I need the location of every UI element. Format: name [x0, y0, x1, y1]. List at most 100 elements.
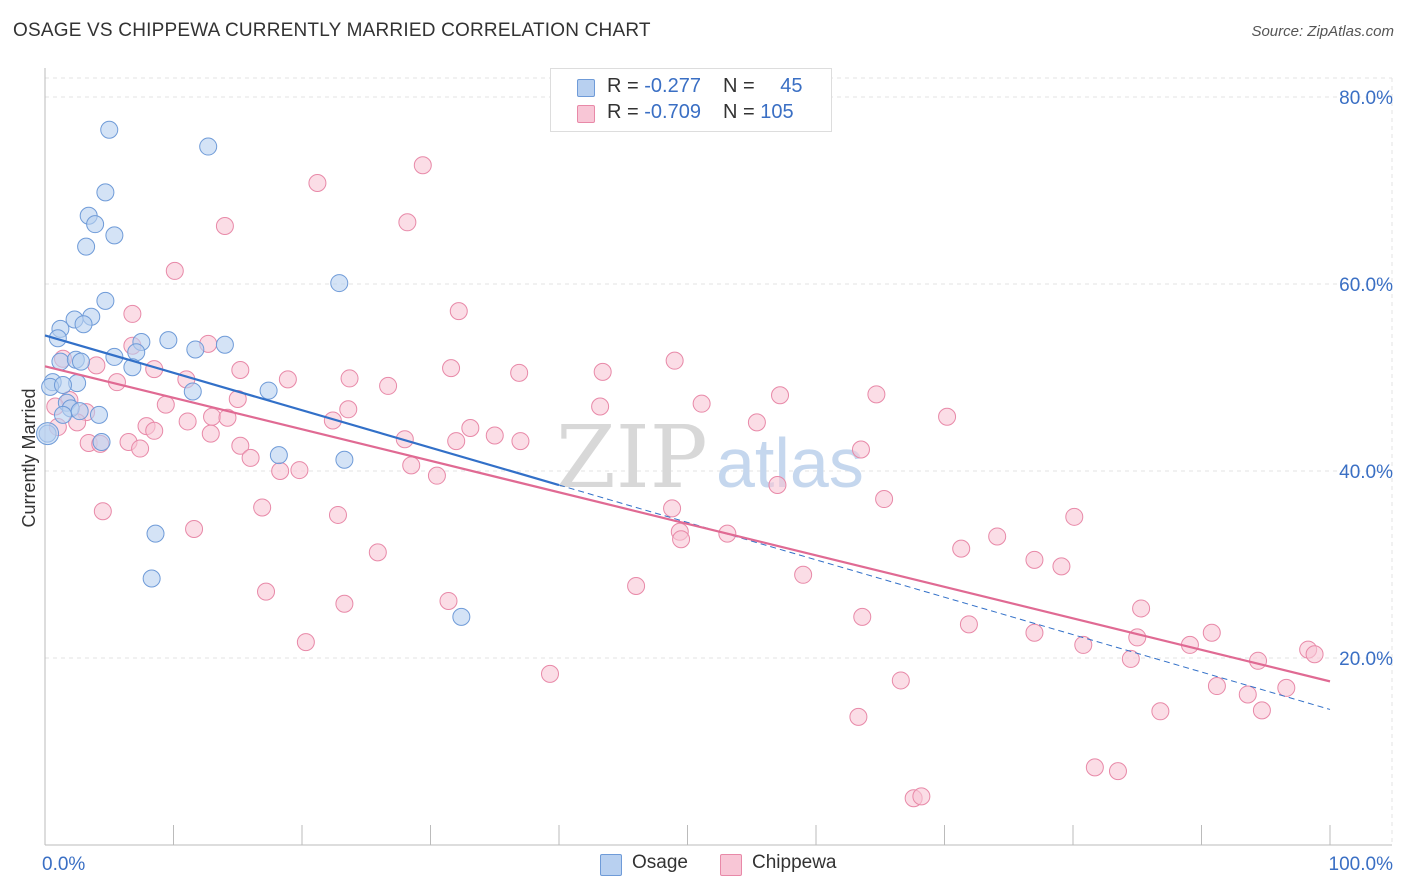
bottom-legend-swatch-osage: [600, 854, 622, 876]
y-axis-label: Currently Married: [19, 388, 39, 527]
bottom-legend-label-osage: Osage: [632, 852, 688, 873]
point-chippewa: [368, 543, 387, 562]
point-osage: [142, 569, 161, 588]
point-chippewa: [218, 408, 237, 427]
point-chippewa: [156, 395, 175, 414]
point-chippewa: [323, 411, 342, 430]
legend-r-value-osage: -0.277: [644, 75, 701, 97]
watermark-atlas: atlas: [716, 424, 864, 502]
point-chippewa: [849, 707, 868, 726]
point-chippewa: [203, 407, 222, 426]
point-chippewa: [296, 633, 315, 652]
point-chippewa: [853, 607, 872, 626]
point-chippewa: [1277, 678, 1296, 697]
point-chippewa: [1025, 550, 1044, 569]
point-osage: [186, 340, 205, 359]
point-chippewa: [665, 351, 684, 370]
point-osage: [146, 524, 165, 543]
bottom-legend-label-chippewa: Chippewa: [752, 852, 837, 873]
tick-labels: 20.0% 40.0% 60.0% 80.0% 0.0% 100.0%: [42, 88, 1393, 875]
point-chippewa: [591, 397, 610, 416]
point-chippewa: [1085, 758, 1104, 777]
point-chippewa: [131, 439, 150, 458]
point-osage: [215, 335, 234, 354]
legend-n-value-chippewa: 105: [760, 101, 794, 123]
point-chippewa: [439, 591, 458, 610]
point-chippewa: [1238, 685, 1257, 704]
x-tick-label: 100.0%: [1329, 854, 1394, 875]
point-chippewa: [215, 217, 234, 236]
point-chippewa: [952, 539, 971, 558]
point-osage: [452, 607, 471, 626]
point-chippewa: [402, 456, 421, 475]
x-tick-label: 0.0%: [42, 854, 85, 875]
legend-n-label: N =: [722, 75, 761, 97]
point-chippewa: [541, 664, 560, 683]
point-chippewa: [1202, 623, 1221, 642]
point-chippewa: [794, 565, 813, 584]
point-chippewa: [1207, 677, 1226, 696]
point-chippewa: [87, 356, 106, 375]
legend-r-label: R =: [607, 101, 645, 123]
point-chippewa: [891, 671, 910, 690]
point-chippewa: [1151, 702, 1170, 721]
watermark: ZIP atlas: [556, 408, 864, 508]
point-osage: [71, 352, 90, 371]
point-chippewa: [340, 369, 359, 388]
point-chippewa: [485, 426, 504, 445]
point-chippewa: [1121, 649, 1140, 668]
point-chippewa: [912, 787, 931, 806]
trend-extension-osage: [558, 484, 1331, 710]
point-chippewa: [241, 448, 260, 467]
point-osage: [269, 446, 288, 465]
legend-r-label: R =: [607, 75, 645, 97]
point-chippewa: [271, 462, 290, 480]
point-osage: [127, 343, 146, 362]
point-osage: [53, 375, 72, 394]
axes: [44, 68, 1392, 846]
point-chippewa: [771, 386, 790, 405]
point-chippewa: [328, 505, 347, 524]
point-chippewa: [663, 499, 682, 518]
y-tick-label: 80.0%: [1339, 88, 1393, 109]
point-osage: [70, 402, 89, 421]
point-chippewa: [511, 432, 530, 451]
legend-swatch-chippewa: [577, 105, 595, 123]
point-chippewa: [1108, 762, 1127, 781]
trend-line-chippewa: [44, 365, 1331, 683]
point-chippewa: [510, 363, 529, 382]
point-chippewa: [379, 376, 398, 395]
point-chippewa: [290, 461, 309, 480]
point-chippewa: [988, 527, 1007, 546]
point-osage: [36, 422, 60, 446]
point-chippewa: [672, 530, 691, 549]
point-chippewa: [178, 412, 197, 431]
point-chippewa: [938, 407, 957, 426]
point-osage: [86, 215, 105, 234]
point-chippewa: [627, 577, 646, 596]
point-chippewa: [1052, 557, 1071, 576]
point-chippewa: [145, 421, 164, 440]
point-chippewa: [185, 519, 204, 538]
point-chippewa: [1074, 635, 1093, 654]
point-chippewa: [427, 466, 446, 485]
point-osage: [183, 382, 202, 401]
data-points: [36, 120, 1324, 808]
point-chippewa: [449, 302, 468, 321]
point-osage: [159, 331, 178, 350]
watermark-zip: ZIP: [556, 408, 708, 508]
point-chippewa: [1132, 599, 1151, 618]
point-chippewa: [593, 362, 612, 381]
y-tick-label: 20.0%: [1339, 649, 1393, 670]
point-osage: [330, 274, 349, 293]
point-chippewa: [447, 432, 466, 451]
point-chippewa: [93, 502, 112, 521]
point-chippewa: [1128, 628, 1147, 647]
point-chippewa: [442, 359, 461, 378]
point-chippewa: [253, 498, 272, 517]
point-chippewa: [398, 213, 417, 232]
point-chippewa: [1305, 645, 1324, 664]
legend-n-label: N =: [722, 101, 761, 123]
point-chippewa: [768, 476, 787, 495]
